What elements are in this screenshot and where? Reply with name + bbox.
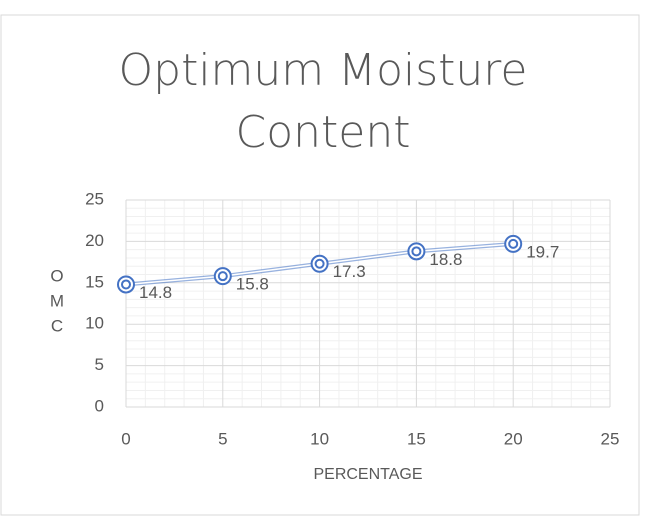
y-axis-label: OMC bbox=[48, 267, 67, 342]
marker-inner bbox=[217, 271, 228, 282]
data-label: 17.3 bbox=[333, 262, 366, 281]
y-tick-label: 0 bbox=[95, 396, 104, 415]
data-label: 14.8 bbox=[139, 283, 172, 302]
x-tick-label: 0 bbox=[121, 429, 130, 448]
marker bbox=[310, 254, 329, 273]
chart-title: Optimum Moisture Content bbox=[118, 45, 528, 158]
x-tick-label: 10 bbox=[310, 429, 329, 448]
x-tick-label: 25 bbox=[601, 429, 620, 448]
x-tick-label: 15 bbox=[407, 429, 426, 448]
data-label: 15.8 bbox=[236, 275, 269, 294]
x-tick-label: 5 bbox=[218, 429, 227, 448]
y-tick-label: 15 bbox=[85, 272, 104, 291]
marker bbox=[213, 267, 232, 286]
marker-inner bbox=[121, 279, 131, 290]
marker bbox=[117, 275, 135, 294]
marker bbox=[407, 242, 426, 261]
y-tick-label: 5 bbox=[95, 355, 104, 374]
x-tick-label: 20 bbox=[504, 429, 523, 448]
x-axis-label: PERCENTAGE bbox=[313, 466, 422, 483]
y-tick-label: 10 bbox=[85, 314, 104, 333]
chart-border bbox=[0, 14, 640, 516]
marker bbox=[504, 234, 523, 253]
marker-inner bbox=[411, 246, 422, 257]
data-label: 18.8 bbox=[429, 250, 462, 269]
y-tick-label: 20 bbox=[85, 231, 104, 250]
marker-inner bbox=[508, 238, 519, 249]
data-label: 19.7 bbox=[526, 242, 559, 261]
marker-inner bbox=[314, 258, 325, 269]
y-tick-label: 25 bbox=[85, 189, 104, 208]
